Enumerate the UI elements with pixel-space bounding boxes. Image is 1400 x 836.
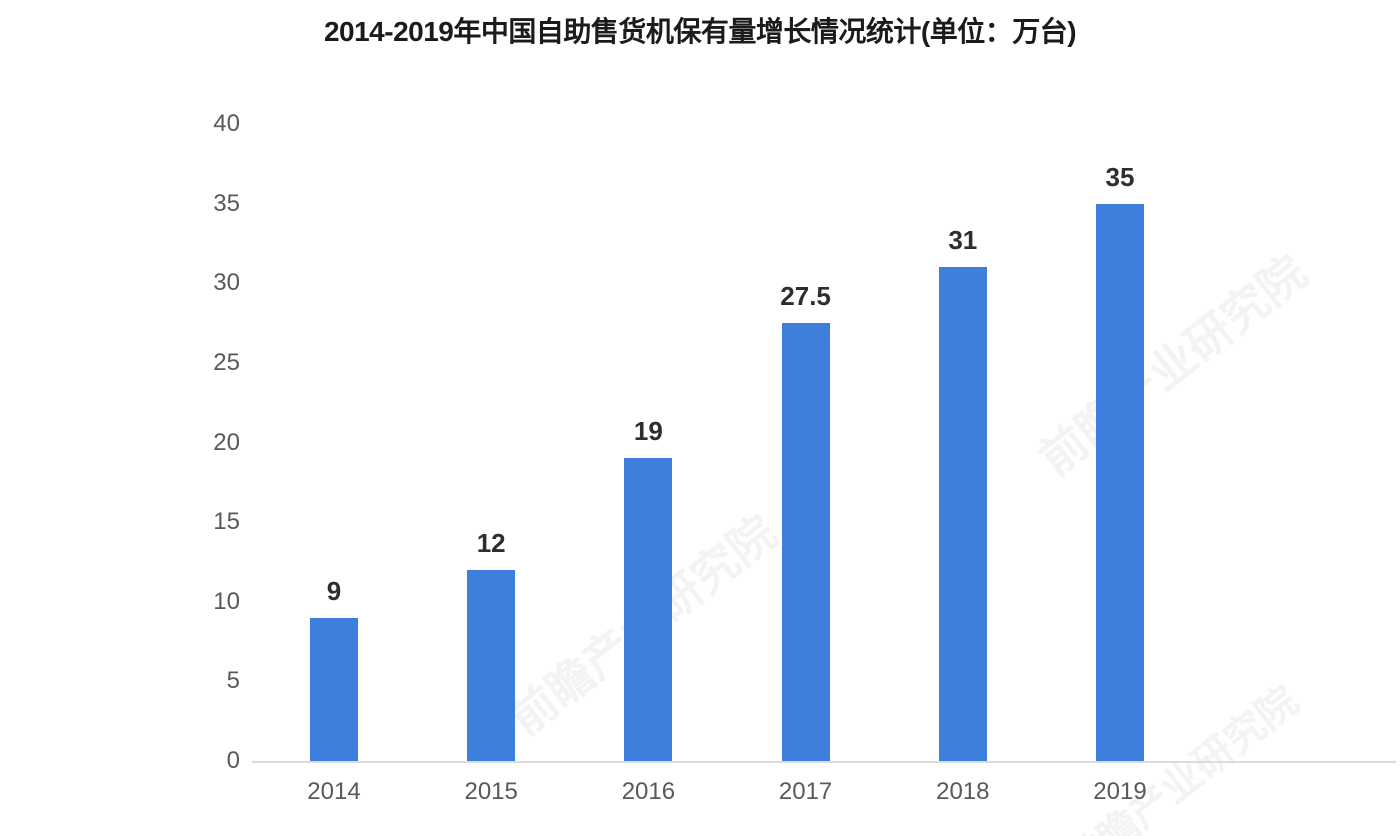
watermark-text: 前瞻产业研究院 — [1058, 678, 1307, 836]
y-axis-tick: 20 — [213, 428, 240, 456]
y-axis-tick: 5 — [226, 667, 240, 695]
x-axis-label: 2019 — [1093, 778, 1147, 805]
bar-value-label: 35 — [1105, 161, 1135, 192]
y-axis-tick: 0 — [226, 747, 240, 774]
x-axis-label: 2015 — [464, 778, 518, 805]
x-axis-line — [252, 761, 1396, 763]
bar-value-label: 27.5 — [780, 281, 831, 312]
bar — [1096, 203, 1144, 761]
bar — [467, 569, 516, 761]
bar — [938, 267, 987, 761]
bar — [310, 617, 358, 761]
bar-value-label: 9 — [326, 575, 342, 606]
y-axis-tick: 25 — [213, 348, 240, 376]
y-axis-tick: 40 — [213, 110, 240, 137]
chart-title: 2014-2019年中国自助售货机保有量增长情况统计(单位：万台) — [323, 16, 1077, 47]
y-axis-tick: 30 — [213, 269, 240, 297]
bar — [781, 323, 830, 761]
x-axis-label: 2016 — [621, 778, 676, 805]
y-axis-tick: 10 — [213, 587, 240, 615]
x-axis-label: 2018 — [936, 778, 990, 805]
bar — [624, 458, 673, 761]
bar-value-label: 31 — [948, 225, 978, 256]
bar-value-label: 19 — [633, 416, 663, 447]
y-axis-tick: 15 — [213, 508, 240, 536]
bar-value-label: 12 — [476, 527, 506, 558]
x-axis-label: 2017 — [778, 778, 833, 805]
x-axis-label: 2014 — [307, 778, 361, 805]
watermark-text: 前瞻产业研究院 — [1029, 245, 1316, 485]
y-axis-tick: 35 — [213, 189, 240, 217]
